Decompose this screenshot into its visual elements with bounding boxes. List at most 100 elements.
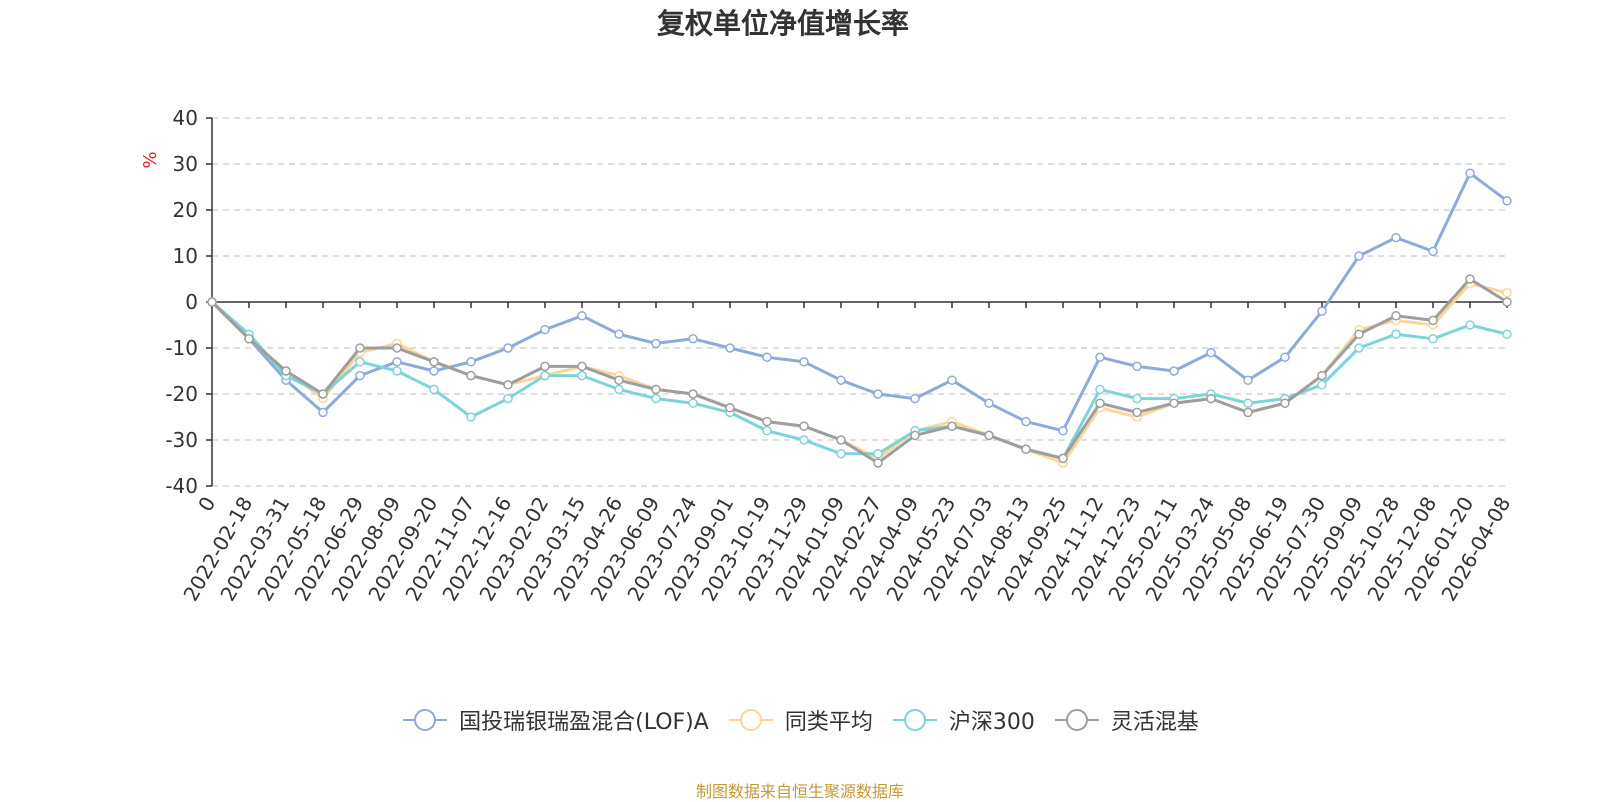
data-point [1243, 375, 1253, 385]
data-point [1391, 311, 1401, 321]
y-tick-label: -10 [165, 336, 198, 360]
data-point [1354, 329, 1364, 339]
data-point [1465, 168, 1475, 178]
data-point [984, 398, 994, 408]
data-point [355, 357, 365, 367]
y-tick-label: 30 [173, 152, 198, 176]
series-line [210, 282, 1508, 465]
data-point [540, 324, 550, 335]
y-tick-label: 40 [173, 106, 198, 130]
y-tick-label: -40 [165, 474, 198, 498]
legend-marker-icon [1054, 709, 1099, 731]
data-point [1132, 393, 1142, 404]
data-point [1317, 370, 1327, 381]
data-point [1502, 297, 1512, 307]
legend-item-2[interactable]: 沪深300 [891, 704, 1035, 736]
legend-label: 灵活混基 [1110, 710, 1199, 735]
data-point [577, 311, 587, 321]
series-line [210, 277, 1508, 465]
chart-legend: 国投瑞银瑞盈混合(LOF)A 同类平均 沪深300 灵活混基 [0, 705, 1600, 735]
data-point [1243, 398, 1253, 408]
data-point [1058, 453, 1068, 464]
data-point [429, 384, 439, 395]
legend-label: 沪深300 [948, 710, 1035, 735]
data-point [281, 366, 291, 376]
data-point [614, 375, 624, 385]
data-source-footer: 制图数据来自恒生聚源数据库 [695, 782, 904, 801]
data-point [392, 357, 402, 367]
data-point [1280, 352, 1290, 362]
y-tick-label: -30 [165, 428, 198, 452]
data-point [540, 370, 550, 381]
data-point [836, 435, 846, 445]
data-point [429, 366, 439, 376]
data-point [1317, 380, 1327, 390]
data-point [466, 412, 476, 422]
series-line [211, 300, 1508, 460]
data-point [1391, 329, 1401, 339]
data-point [725, 343, 735, 353]
data-point [1132, 407, 1142, 418]
data-point [910, 430, 920, 441]
data-point [577, 361, 587, 372]
data-point [651, 384, 661, 395]
legend-item-1[interactable]: 同类平均 [727, 704, 873, 736]
data-point [1095, 384, 1105, 395]
data-point [688, 334, 698, 344]
legend-item-3[interactable]: 灵活混基 [1053, 704, 1199, 736]
y-axis-unit-label: % [140, 151, 161, 168]
data-point [799, 357, 809, 367]
data-point [1243, 407, 1253, 418]
data-point [1095, 352, 1105, 362]
data-point [355, 370, 365, 381]
legend-marker-icon [892, 709, 937, 731]
data-point [762, 416, 772, 427]
y-tick-label: 20 [173, 198, 198, 222]
data-point [614, 329, 624, 339]
data-point [392, 343, 402, 353]
data-point [1502, 329, 1512, 339]
data-point [873, 449, 883, 459]
legend-item-0[interactable]: 国投瑞银瑞盈混合(LOF)A [401, 704, 709, 736]
data-point [1317, 306, 1327, 316]
data-point [762, 352, 772, 362]
data-point [466, 370, 476, 381]
data-point [1391, 232, 1401, 243]
data-point [984, 430, 994, 441]
data-point [873, 458, 883, 468]
data-point [688, 398, 698, 408]
data-point [1095, 398, 1105, 408]
data-point [1502, 196, 1512, 206]
data-point [318, 407, 328, 418]
data-point [207, 297, 217, 307]
data-point [1206, 393, 1216, 404]
data-point [614, 384, 624, 395]
data-point [799, 435, 809, 445]
y-tick-label: -20 [165, 382, 198, 406]
data-point [1058, 426, 1068, 436]
data-point [244, 334, 254, 344]
data-point [1169, 366, 1179, 376]
data-point [947, 421, 957, 431]
data-point [688, 389, 698, 399]
legend-marker-icon [728, 709, 773, 731]
legend-marker-icon [403, 709, 448, 731]
series-0 [207, 168, 1512, 436]
data-point [1428, 334, 1438, 344]
data-point [1354, 343, 1364, 353]
data-point [540, 361, 550, 372]
series-3 [207, 274, 1512, 468]
data-point [1465, 320, 1475, 330]
data-point [1206, 347, 1216, 358]
data-point [1465, 274, 1475, 284]
data-point [799, 421, 809, 431]
data-point [1280, 398, 1290, 408]
data-point [947, 375, 957, 385]
data-point [577, 370, 587, 381]
data-point [318, 389, 328, 399]
data-point [392, 366, 402, 376]
data-point [873, 389, 883, 399]
legend-label: 同类平均 [784, 710, 873, 735]
data-point [466, 357, 476, 367]
series-lines [207, 168, 1512, 468]
